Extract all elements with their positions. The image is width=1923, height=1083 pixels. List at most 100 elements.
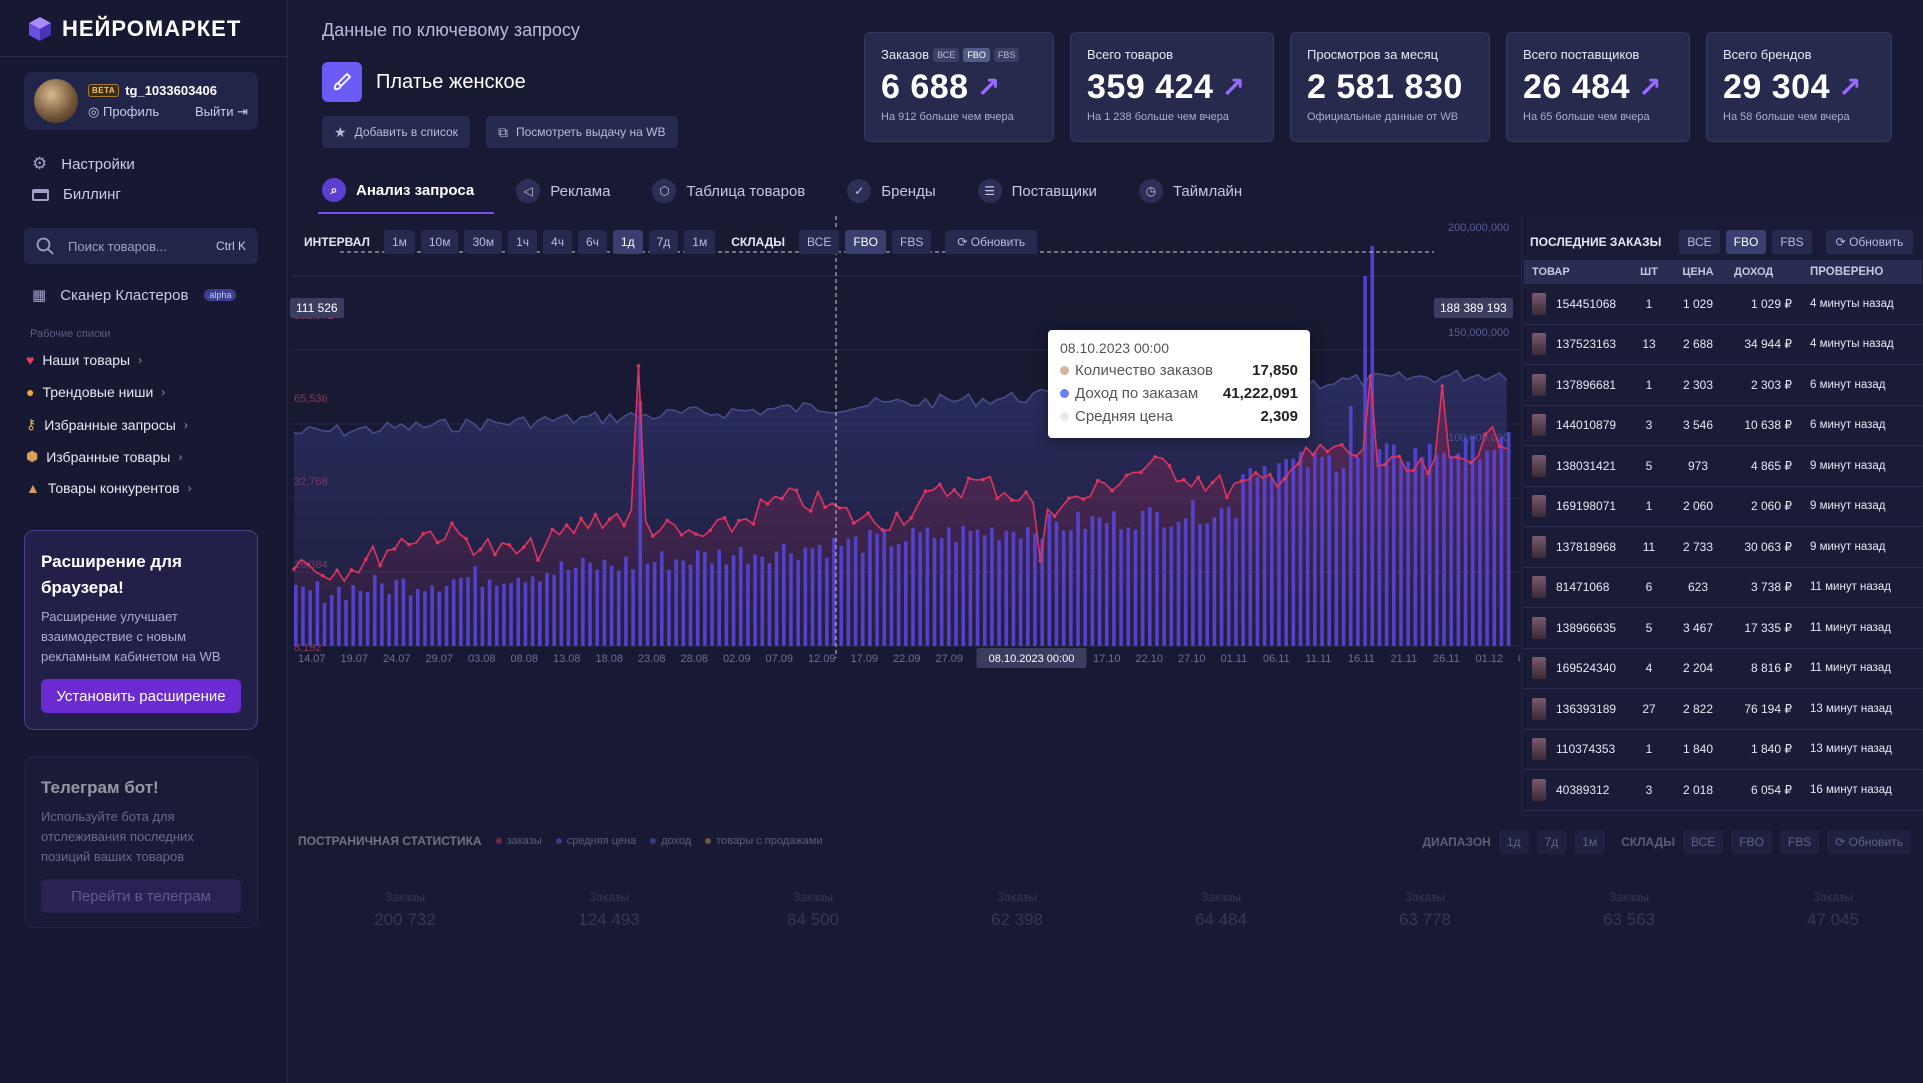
table-row[interactable]: 144010879 3 3 546 10 638 ₽ 6 минут назад bbox=[1524, 406, 1922, 446]
orders-filter-all[interactable]: ВСЕ bbox=[1679, 230, 1720, 254]
product-id[interactable]: 138966635 bbox=[1556, 620, 1617, 635]
tab-suppliers[interactable]: ☰ Поставщики bbox=[974, 168, 1117, 214]
col-price[interactable]: ЦЕНА bbox=[1682, 266, 1714, 278]
stat-tag-fbs[interactable]: FBS bbox=[993, 47, 1020, 62]
logo[interactable]: НЕЙРОМАРКЕТ bbox=[28, 14, 241, 44]
product-thumbnail[interactable] bbox=[1532, 292, 1546, 315]
interval-1m[interactable]: 1м bbox=[383, 230, 415, 254]
warehouse-fbs[interactable]: FBS bbox=[1779, 830, 1820, 854]
logout-link[interactable]: Выйти ⇥ bbox=[194, 103, 248, 119]
interval-1d[interactable]: 1д bbox=[612, 230, 643, 254]
interval-6h[interactable]: 6ч bbox=[577, 230, 607, 254]
table-row[interactable]: 137523163 13 2 688 34 944 ₽ 4 минуты назад bbox=[1524, 325, 1922, 365]
tab-query-analysis[interactable]: ⌕ Анализ запроса bbox=[318, 168, 495, 214]
product-id[interactable]: 110374353 bbox=[1556, 742, 1616, 757]
interval-4h[interactable]: 4ч bbox=[543, 230, 572, 254]
range-1m[interactable]: 1м bbox=[1574, 830, 1606, 854]
open-telegram-button[interactable]: Перейти в телеграм bbox=[41, 879, 241, 913]
col-product[interactable]: ТОВАР bbox=[1532, 266, 1570, 278]
sidebar-item-settings[interactable]: ⚙ Настройки bbox=[32, 154, 135, 174]
interval-1mo[interactable]: 1м bbox=[684, 230, 716, 254]
interval-30m[interactable]: 30м bbox=[464, 230, 503, 254]
profile-link[interactable]: ◎ Профиль bbox=[88, 103, 160, 119]
range-7d[interactable]: 7д bbox=[1536, 830, 1567, 854]
page-stats-refresh-button[interactable]: ⟳ Обновить bbox=[1827, 830, 1911, 854]
table-row[interactable]: 169198071 1 2 060 2 060 ₽ 9 минут назад bbox=[1524, 487, 1922, 527]
product-thumbnail[interactable] bbox=[1532, 697, 1546, 720]
product-id[interactable]: 137818968 bbox=[1556, 539, 1617, 554]
table-row[interactable]: 110374353 1 1 840 1 840 ₽ 13 минут назад bbox=[1524, 730, 1922, 770]
worklist-competitors[interactable]: ▲ Товары конкурентов › bbox=[26, 480, 192, 496]
income-bar bbox=[832, 537, 836, 646]
table-row[interactable]: 138966635 5 3 467 17 335 ₽ 11 минут назад bbox=[1524, 608, 1922, 649]
product-id[interactable]: 136393189 bbox=[1556, 701, 1617, 716]
orders-point bbox=[292, 567, 296, 571]
product-thumbnail[interactable] bbox=[1532, 414, 1546, 437]
product-thumbnail[interactable] bbox=[1532, 616, 1546, 639]
tab-timeline[interactable]: ◷ Таймлайн bbox=[1135, 168, 1262, 214]
search-input[interactable]: Поиск товаров... Ctrl K bbox=[24, 228, 258, 264]
interval-10m[interactable]: 10м bbox=[420, 230, 459, 254]
warehouse-all[interactable]: ВСЕ bbox=[1682, 830, 1724, 854]
product-id[interactable]: 144010879 bbox=[1556, 418, 1617, 433]
table-row[interactable]: 169524340 4 2 204 8 816 ₽ 11 минут назад bbox=[1524, 649, 1922, 689]
orders-filter-fbo[interactable]: FBO bbox=[1725, 230, 1767, 254]
warehouse-fbo[interactable]: FBO bbox=[845, 230, 886, 254]
product-id[interactable]: 40389312 bbox=[1556, 782, 1610, 797]
product-id[interactable]: 81471068 bbox=[1556, 580, 1610, 595]
chart-refresh-button[interactable]: ⟳ Обновить bbox=[945, 230, 1038, 254]
product-thumbnail[interactable] bbox=[1532, 778, 1546, 801]
add-to-list-button[interactable]: ★ Добавить в список bbox=[322, 116, 470, 148]
product-id[interactable]: 154451068 bbox=[1556, 296, 1617, 311]
warehouse-all[interactable]: ВСЕ bbox=[799, 230, 840, 254]
orders-point bbox=[421, 531, 425, 536]
tab-products-table[interactable]: ⬡ Таблица товаров bbox=[648, 168, 825, 214]
worklist-trend-niches[interactable]: ● Трендовые ниши › bbox=[26, 384, 165, 400]
avatar[interactable] bbox=[34, 79, 78, 123]
worklist-fav-queries[interactable]: ⚷ Избранные запросы › bbox=[26, 416, 188, 433]
product-thumbnail[interactable] bbox=[1532, 454, 1546, 477]
sidebar-item-cluster-scanner[interactable]: ▦ Сканер Кластеров alpha bbox=[32, 286, 237, 304]
product-thumbnail[interactable] bbox=[1532, 657, 1546, 680]
product-id[interactable]: 137896681 bbox=[1556, 377, 1617, 392]
col-checked[interactable]: ПРОВЕРЕНО bbox=[1810, 266, 1884, 278]
interval-1h[interactable]: 1ч bbox=[508, 230, 538, 254]
product-id[interactable]: 169198071 bbox=[1556, 499, 1617, 514]
product-thumbnail[interactable] bbox=[1532, 535, 1546, 558]
col-qty[interactable]: ШТ bbox=[1640, 266, 1658, 278]
warehouse-fbs[interactable]: FBS bbox=[892, 230, 932, 254]
table-row[interactable]: 136393189 27 2 822 76 194 ₽ 13 минут назад bbox=[1524, 689, 1922, 730]
product-thumbnail[interactable] bbox=[1532, 373, 1546, 396]
product-thumbnail[interactable] bbox=[1532, 576, 1546, 599]
orders-filter-fbs[interactable]: FBS bbox=[1772, 230, 1812, 254]
table-row[interactable]: 137818968 11 2 733 30 063 ₽ 9 минут назад bbox=[1524, 527, 1922, 568]
col-income[interactable]: ДОХОД bbox=[1734, 266, 1774, 278]
stat-views: Просмотров за месяц 2 581 830 Официальны… bbox=[1290, 32, 1490, 142]
orders-point bbox=[1454, 455, 1459, 459]
tab-ads[interactable]: ◁ Реклама bbox=[512, 168, 630, 214]
table-row[interactable]: 154451068 1 1 029 1 029 ₽ 4 минуты назад bbox=[1524, 284, 1922, 325]
table-row[interactable]: 137896681 1 2 303 2 303 ₽ 6 минут назад bbox=[1524, 365, 1922, 406]
stat-tag-fbo[interactable]: FBO bbox=[963, 47, 990, 62]
tab-brands[interactable]: ✓ Бренды bbox=[843, 168, 955, 214]
product-id[interactable]: 169524340 bbox=[1556, 661, 1617, 676]
range-1d[interactable]: 1д bbox=[1498, 830, 1529, 854]
orders-refresh-button[interactable]: ⟳ Обновить bbox=[1825, 230, 1914, 254]
stat-tag-all[interactable]: ВСЕ bbox=[933, 47, 960, 62]
warehouse-fbo[interactable]: FBO bbox=[1731, 830, 1772, 854]
view-wb-button[interactable]: ⧉ Посмотреть выдачу на WB bbox=[486, 116, 678, 148]
worklist-fav-products[interactable]: ⬢ Избранные товары › bbox=[26, 448, 182, 465]
analytics-chart[interactable]: 131,07265,53632,76816,3848,192200,000,00… bbox=[290, 216, 1520, 816]
worklist-our-products[interactable]: ♥ Наши товары › bbox=[26, 352, 142, 368]
interval-7d[interactable]: 7д bbox=[648, 230, 679, 254]
sidebar-item-billing[interactable]: Биллинг bbox=[32, 186, 121, 203]
table-row[interactable]: 40389312 3 2 018 6 054 ₽ 16 минут назад bbox=[1524, 770, 1922, 811]
product-thumbnail[interactable] bbox=[1532, 738, 1546, 761]
table-row[interactable]: 138031421 5 973 4 865 ₽ 9 минут назад bbox=[1524, 446, 1922, 487]
product-thumbnail[interactable] bbox=[1532, 495, 1546, 518]
product-id[interactable]: 137523163 bbox=[1556, 337, 1617, 352]
product-id[interactable]: 138031421 bbox=[1556, 458, 1617, 473]
table-row[interactable]: 81471068 6 623 3 738 ₽ 11 минут назад bbox=[1524, 568, 1922, 608]
product-thumbnail[interactable] bbox=[1532, 333, 1546, 356]
install-extension-button[interactable]: Установить расширение bbox=[41, 679, 241, 713]
